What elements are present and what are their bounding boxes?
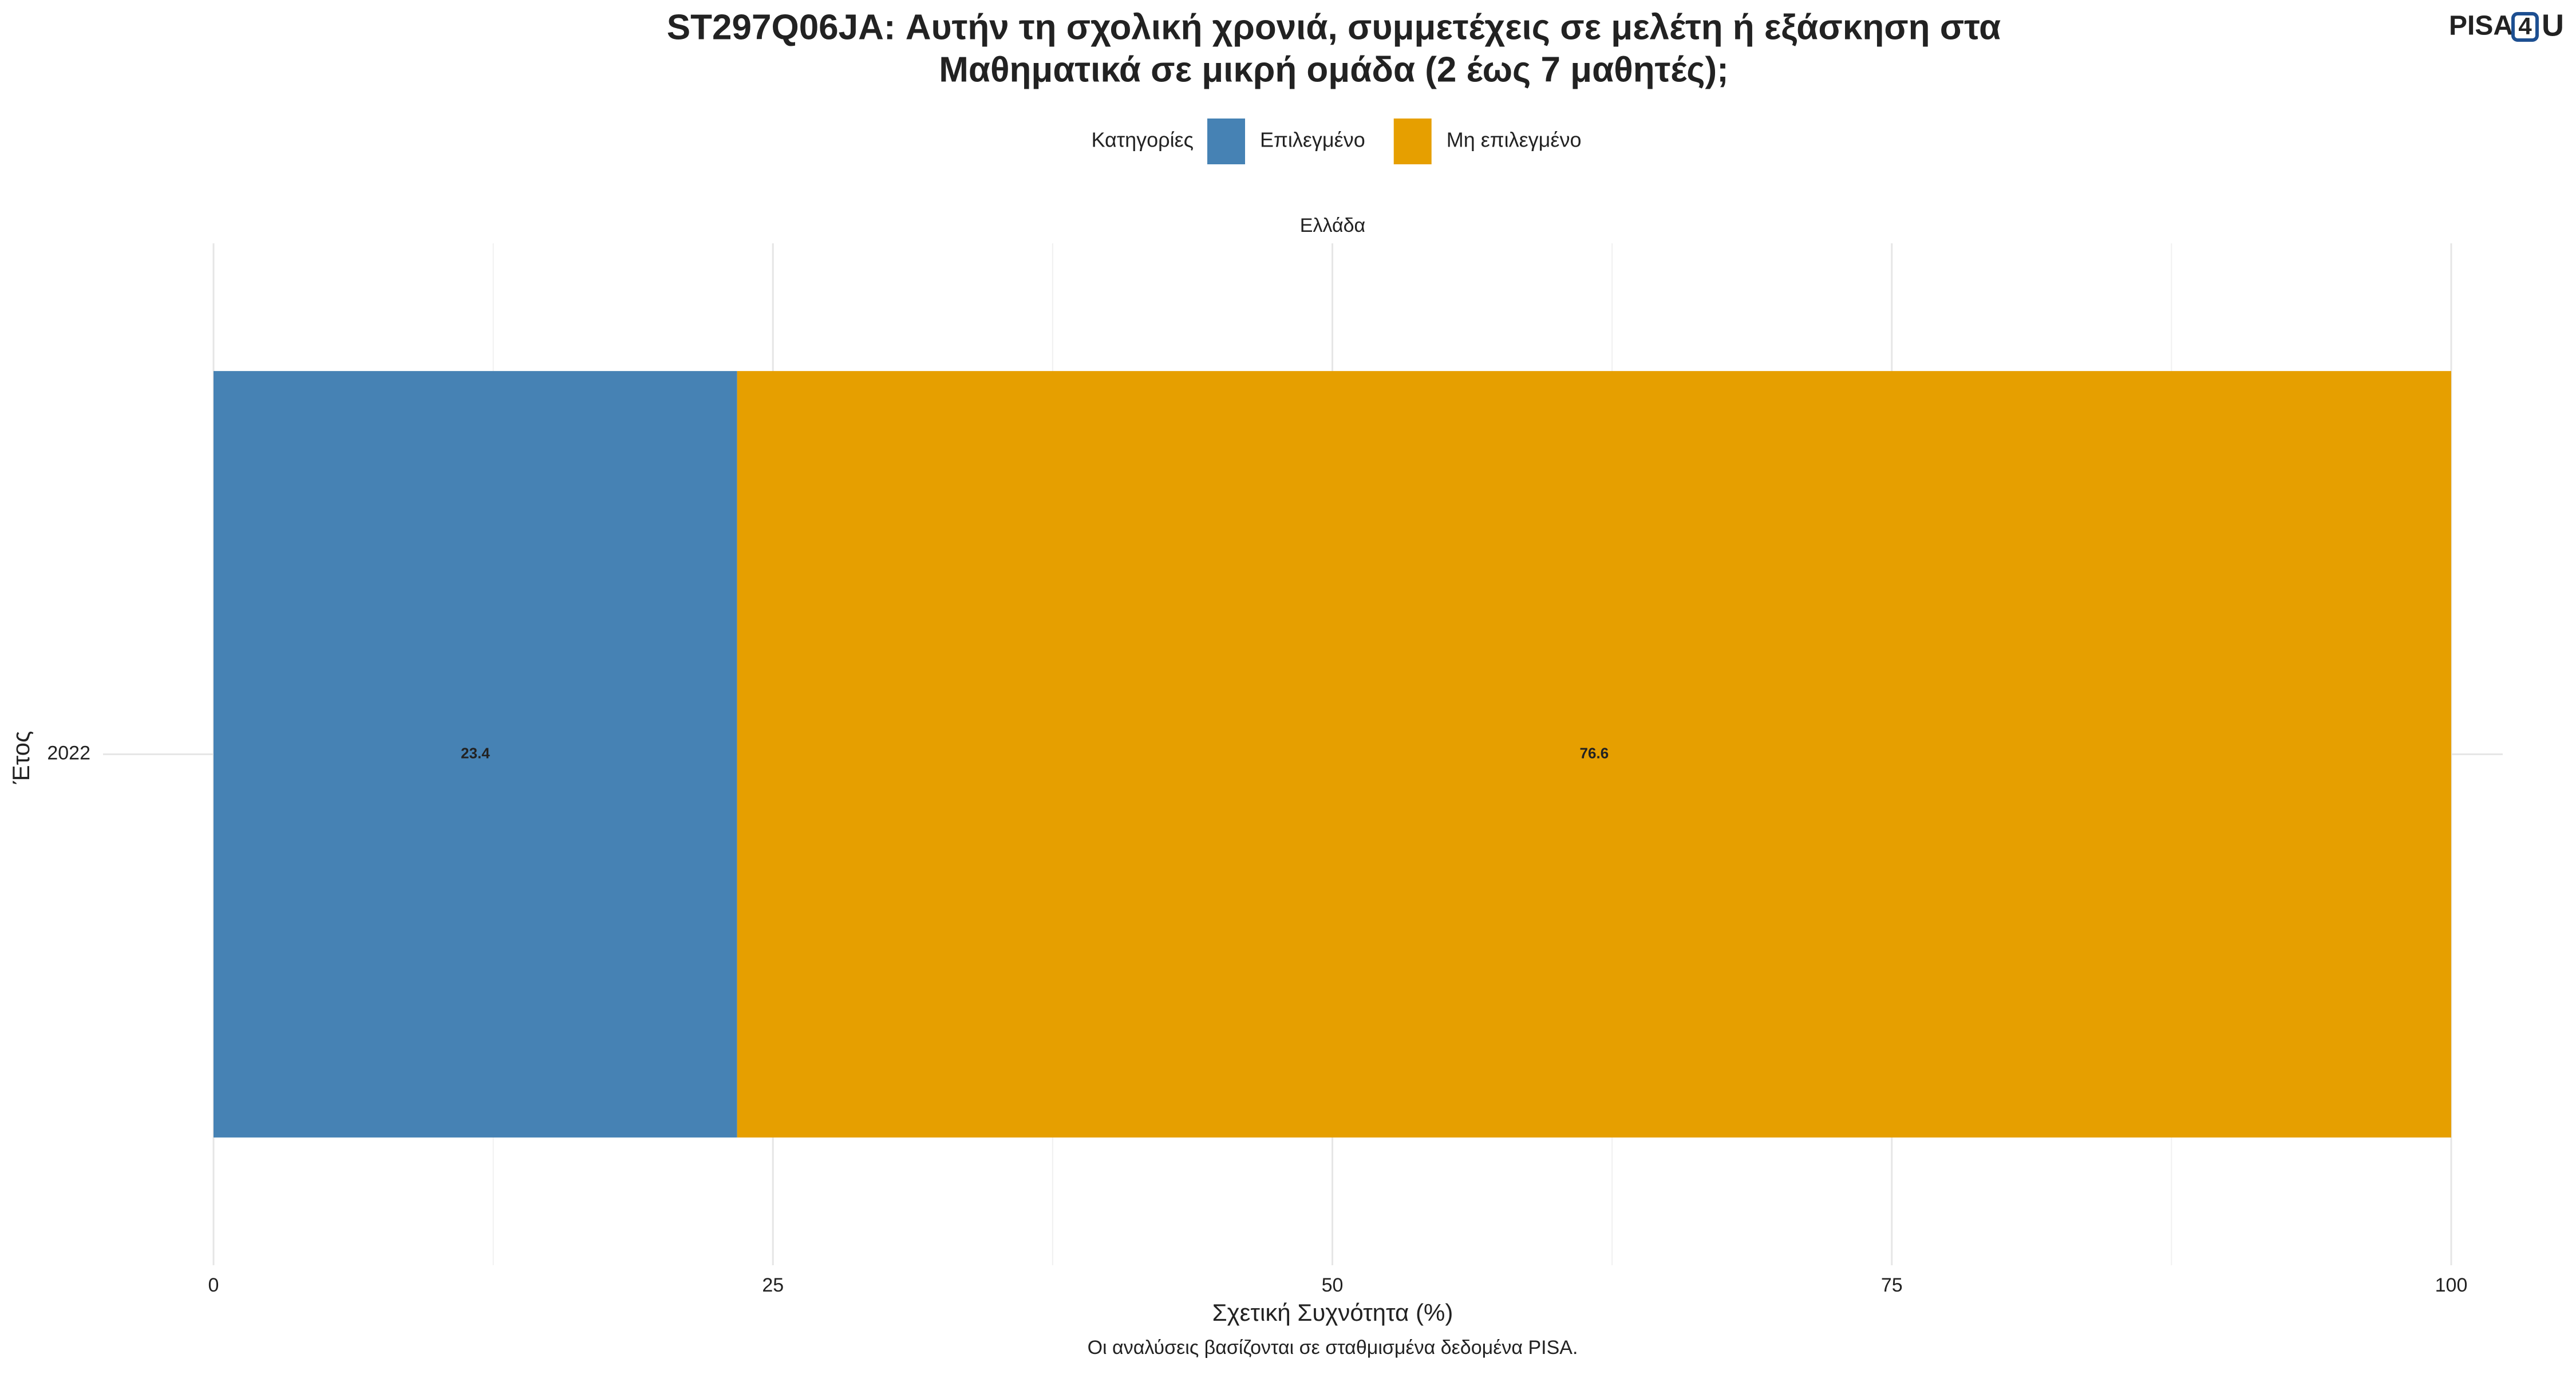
x-tick-label: 0: [208, 1274, 219, 1296]
legend-title: Κατηγορίες: [1091, 128, 1194, 152]
logo-box: [2511, 12, 2539, 42]
caption: Οι αναλύσεις βασίζονται σε σταθμισμένα δ…: [1088, 1337, 1578, 1359]
facet-label: Ελλάδα: [1300, 215, 1365, 236]
x-axis-title: Σχετική Συχνότητα (%): [1212, 1299, 1453, 1326]
x-tick-label: 100: [2435, 1274, 2468, 1296]
chart-title: Μαθηματικά σε μικρή ομάδα (2 έως 7 μαθητ…: [939, 50, 1729, 89]
legend-swatch: [1393, 119, 1432, 164]
legend-label: Μη επιλεγμένο: [1447, 128, 1582, 152]
bar: [214, 371, 737, 1138]
y-tick-label: 2022: [47, 742, 90, 764]
data-label: 76.6: [1580, 744, 1609, 761]
logo-text: U: [2542, 8, 2564, 42]
y-axis-title: Έτος: [7, 731, 34, 785]
legend-swatch: [1207, 119, 1245, 164]
chart-title: ST297Q06JA: Αυτήν τη σχολική χρονιά, συμ…: [667, 7, 2001, 47]
x-tick-label: 25: [762, 1274, 784, 1296]
data-label: 23.4: [461, 744, 490, 761]
logo-text: 4: [2518, 13, 2532, 40]
x-tick-label: 75: [1881, 1274, 1903, 1296]
x-tick-label: 50: [1322, 1274, 1344, 1296]
legend-label: Επιλεγμένο: [1260, 128, 1365, 152]
logo-text: PISA: [2449, 11, 2513, 41]
bar: [737, 371, 2451, 1138]
